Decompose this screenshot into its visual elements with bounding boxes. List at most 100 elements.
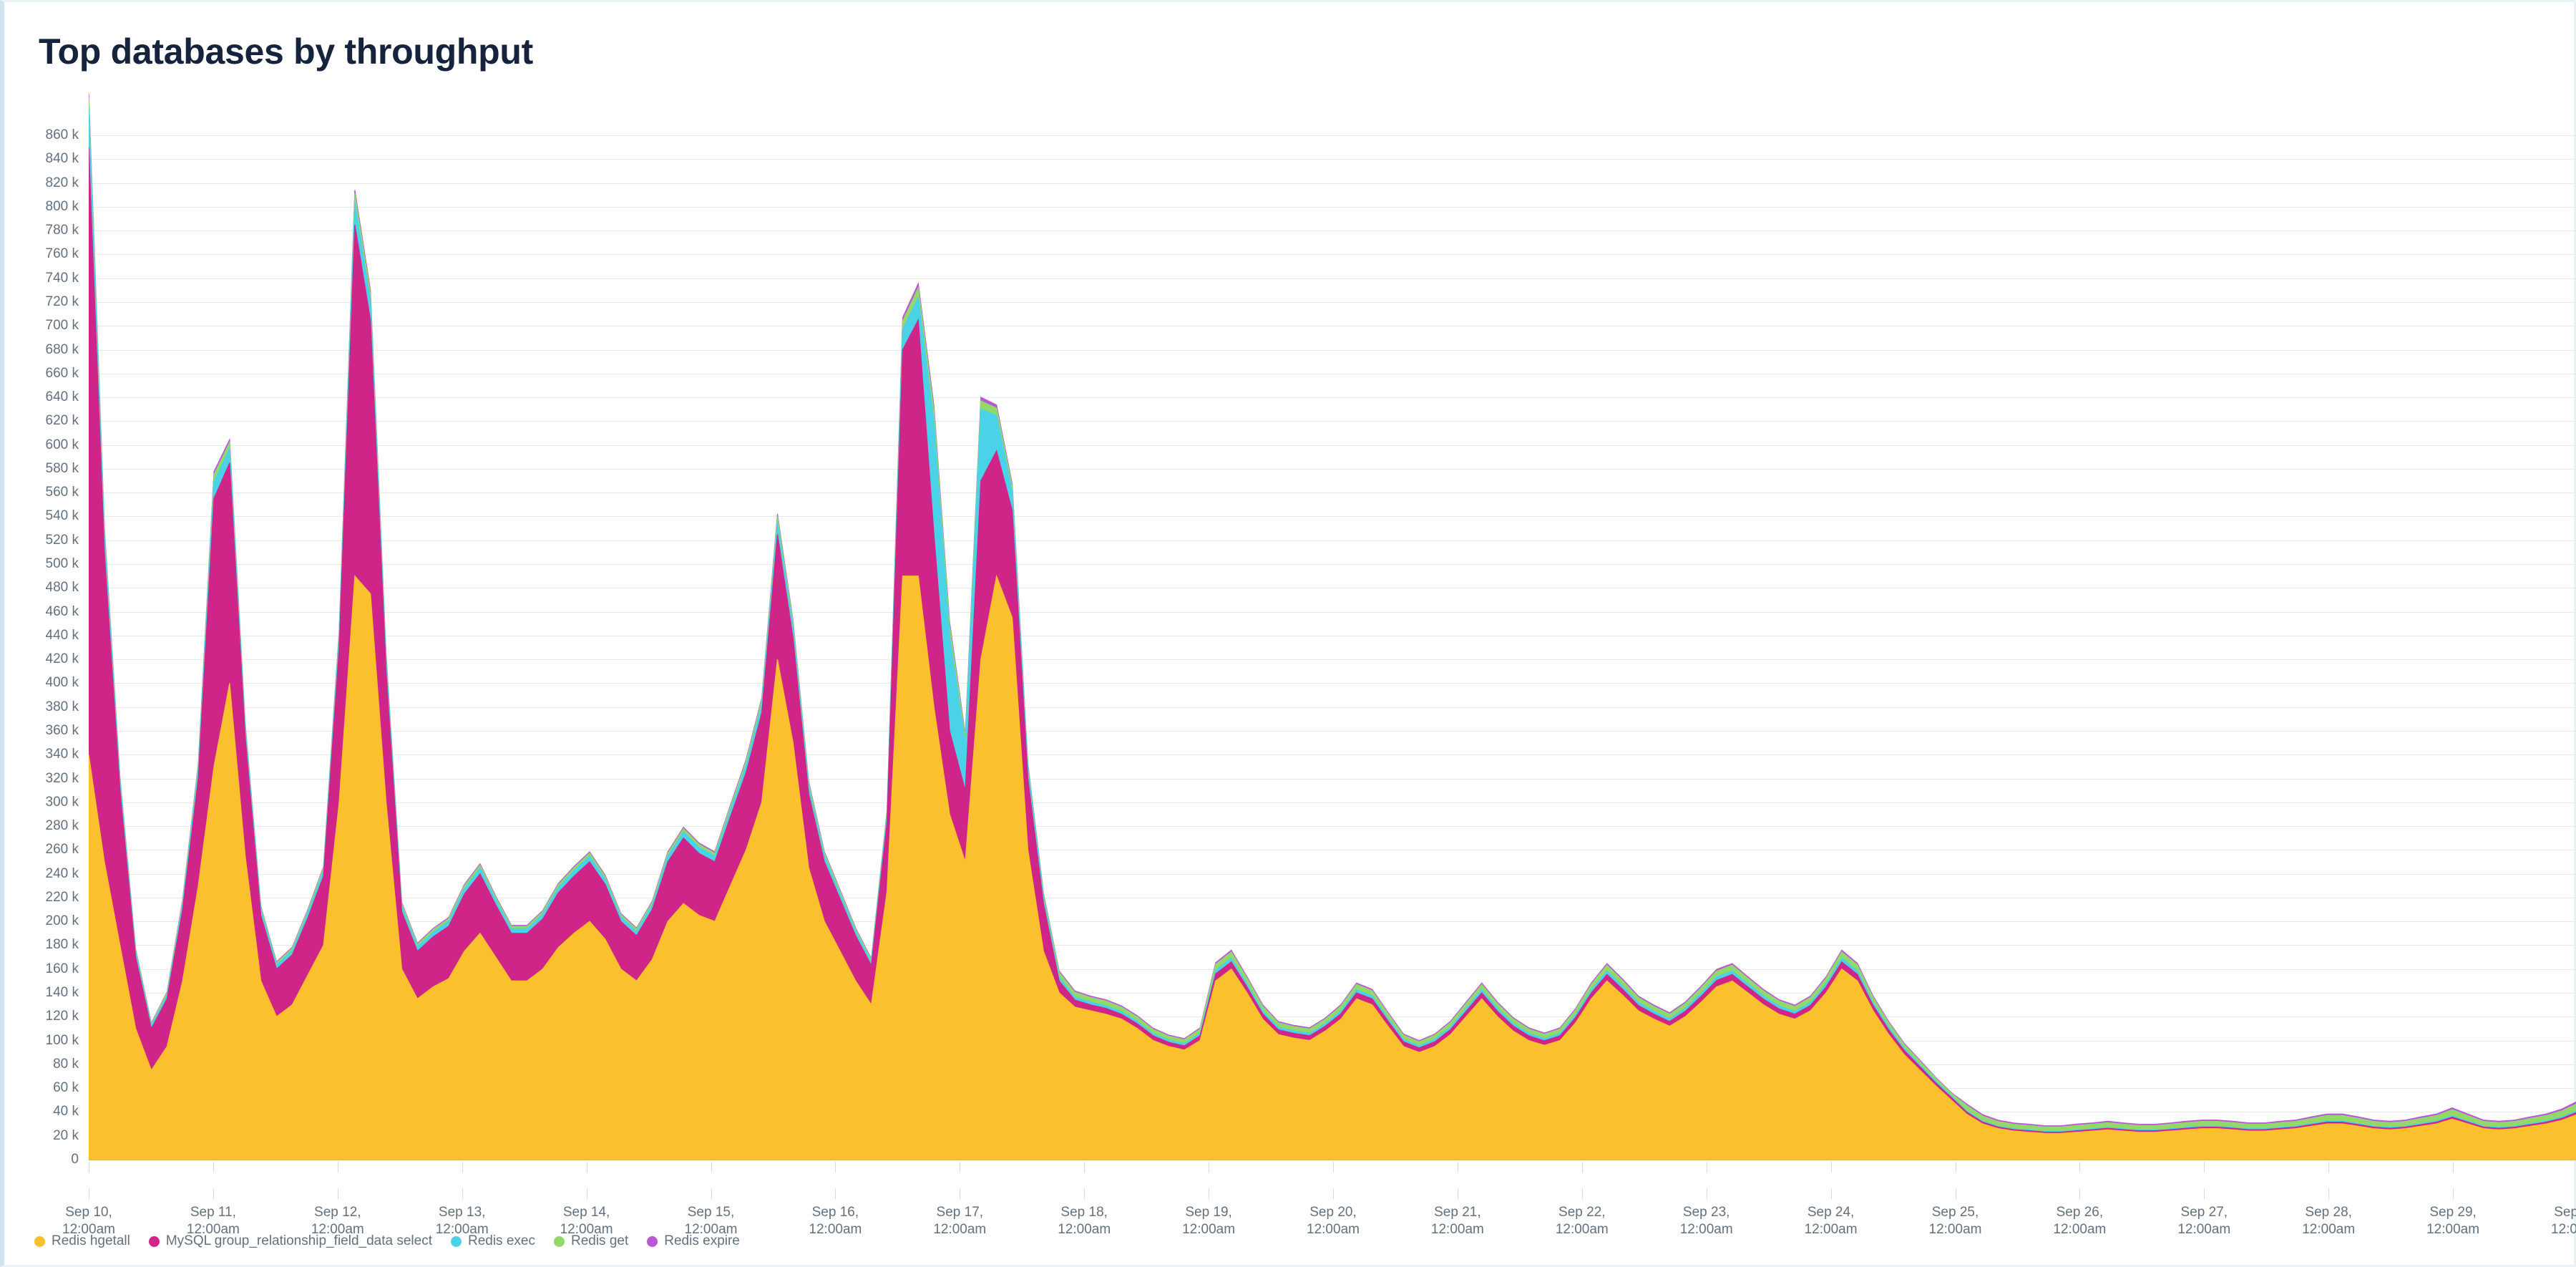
gridline	[89, 873, 2576, 875]
y-axis-tick-label: 800 k	[45, 198, 79, 214]
y-axis-tick-label: 100 k	[45, 1032, 79, 1048]
gridline	[89, 707, 2576, 708]
x-axis-tick-label: Sep 27, 12:00am	[2177, 1205, 2231, 1237]
y-axis-tick-label: 280 k	[45, 818, 79, 834]
x-axis-tick-mark-secondary	[2204, 1188, 2205, 1199]
y-axis-tick-label: 720 k	[45, 293, 79, 309]
gridline	[89, 516, 2576, 518]
stacked-area-series	[89, 93, 2576, 1160]
gridline	[89, 183, 2576, 184]
y-axis-tick-label: 460 k	[45, 603, 79, 619]
x-axis-tick-mark	[1830, 1162, 1832, 1173]
gridline	[89, 278, 2576, 279]
x-axis-tick-mark-secondary	[1830, 1188, 1832, 1199]
x-axis-tick-mark	[1333, 1162, 1334, 1173]
y-axis-tick-label: 820 k	[45, 175, 79, 190]
series-dot-icon	[553, 1236, 565, 1247]
x-axis-tick-mark-secondary	[1084, 1188, 1085, 1199]
y-axis-tick-label: 860 k	[45, 127, 79, 142]
gridline	[89, 826, 2576, 827]
y-axis-tick-label: 360 k	[45, 722, 79, 738]
legend-item[interactable]: Redis hgetall	[34, 1233, 130, 1249]
x-axis-tick-label: Sep 29, 12:00am	[2426, 1205, 2480, 1237]
x-axis-tick-mark	[2079, 1162, 2081, 1173]
y-axis-tick-label: 220 k	[45, 889, 79, 905]
x-axis-tick-label: Sep 22, 12:00am	[1555, 1205, 1609, 1237]
x-axis-tick-mark-secondary	[835, 1188, 836, 1199]
x-axis-tick-label: Sep 10, 12:00am	[62, 1205, 115, 1237]
gridline	[89, 921, 2576, 923]
gridline	[89, 206, 2576, 208]
x-axis-tick-mark	[213, 1162, 214, 1173]
y-axis-tick-label: 520 k	[45, 532, 79, 548]
legend-item-label: Redis get	[570, 1233, 629, 1248]
y-axis-tick-label: 620 k	[45, 413, 79, 429]
x-axis-tick-label: Sep 26, 12:00am	[2053, 1205, 2107, 1237]
x-axis-tick-mark	[2204, 1162, 2205, 1173]
x-axis-tick-mark-secondary	[1333, 1188, 1334, 1199]
gridline	[89, 349, 2576, 351]
legend-item[interactable]: Redis get	[553, 1233, 629, 1249]
y-axis-tick-label: 600 k	[45, 437, 79, 452]
legend-item-label: Redis expire	[664, 1233, 740, 1248]
x-axis-tick-label: Sep 24, 12:00am	[1804, 1205, 1858, 1237]
gridline	[89, 778, 2576, 780]
legend-item-label: MySQL group_relationship_field_data sele…	[165, 1233, 432, 1248]
y-axis-tick-label: 780 k	[45, 223, 79, 238]
gridline	[89, 730, 2576, 732]
x-axis-tick-mark-secondary	[1581, 1188, 1583, 1199]
gridline	[89, 397, 2576, 399]
x-axis-tick-mark-secondary	[462, 1188, 463, 1199]
x-axis-tick-label: Sep 18, 12:00am	[1058, 1205, 1111, 1237]
y-axis-tick-label: 40 k	[53, 1104, 79, 1120]
series-dot-icon	[450, 1236, 462, 1247]
x-axis-tick-mark	[835, 1162, 836, 1173]
gridline	[89, 659, 2576, 661]
x-axis-tick-label: Sep 15, 12:00am	[684, 1205, 738, 1237]
y-axis-tick-label: 640 k	[45, 389, 79, 405]
y-axis-labels: 0 20 k 40 k 60 k 80 k 100 k 120 k 140 k 160 k 180…	[4, 2, 89, 1267]
y-axis-tick-label: 0	[71, 1152, 79, 1167]
gridline	[89, 301, 2576, 303]
y-axis-tick-label: 320 k	[45, 770, 79, 786]
y-axis-tick-label: 680 k	[45, 341, 79, 357]
y-axis-tick-label: 160 k	[45, 961, 79, 976]
gridline	[89, 492, 2576, 494]
y-axis-tick-label: 440 k	[45, 627, 79, 643]
series-dot-icon	[34, 1236, 45, 1247]
x-axis-tick-label: Sep 17, 12:00am	[933, 1205, 987, 1237]
gridline	[89, 993, 2576, 994]
y-axis-tick-label: 240 k	[45, 865, 79, 881]
y-axis-tick-label: 500 k	[45, 556, 79, 572]
gridline	[89, 468, 2576, 470]
y-axis-tick-label: 120 k	[45, 1009, 79, 1024]
x-axis-tick-mark	[1084, 1162, 1085, 1173]
x-axis-tick-label: Sep 20, 12:00am	[1307, 1205, 1360, 1237]
y-axis-tick-label: 420 k	[45, 651, 79, 667]
y-axis-tick-label: 560 k	[45, 485, 79, 500]
x-axis-tick-mark-secondary	[2328, 1188, 2330, 1199]
x-axis-tick-mark-secondary	[711, 1188, 712, 1199]
y-axis-tick-label: 660 k	[45, 365, 79, 381]
gridline	[89, 421, 2576, 422]
chart-legend: Redis hgetall MySQL group_relationship_fi…	[34, 1233, 740, 1249]
legend-item[interactable]: MySQL group_relationship_field_data sele…	[148, 1233, 432, 1249]
x-axis-tick-mark-secondary	[2079, 1188, 2081, 1199]
x-axis-tick-mark	[711, 1162, 712, 1173]
x-axis-tick-label: Sep 25, 12:00am	[1928, 1205, 1982, 1237]
y-axis-tick-label: 340 k	[45, 747, 79, 762]
x-axis-tick-mark	[2328, 1162, 2330, 1173]
legend-item[interactable]: Redis expire	[647, 1233, 740, 1249]
legend-item-label: Redis exec	[467, 1233, 535, 1248]
page-title: Top databases by throughput	[39, 31, 533, 72]
y-axis-tick-label: 580 k	[45, 460, 79, 476]
x-axis-tick-mark-secondary	[213, 1188, 214, 1199]
y-axis-tick-label: 840 k	[45, 151, 79, 167]
x-axis-tick-label: Sep 14, 12:00am	[560, 1205, 613, 1237]
y-axis-tick-label: 400 k	[45, 675, 79, 691]
y-axis-tick-label: 380 k	[45, 699, 79, 714]
series-dot-icon	[647, 1236, 658, 1247]
x-axis-tick-mark	[462, 1162, 463, 1173]
legend-item[interactable]: Redis exec	[450, 1233, 535, 1249]
gridline	[89, 683, 2576, 684]
